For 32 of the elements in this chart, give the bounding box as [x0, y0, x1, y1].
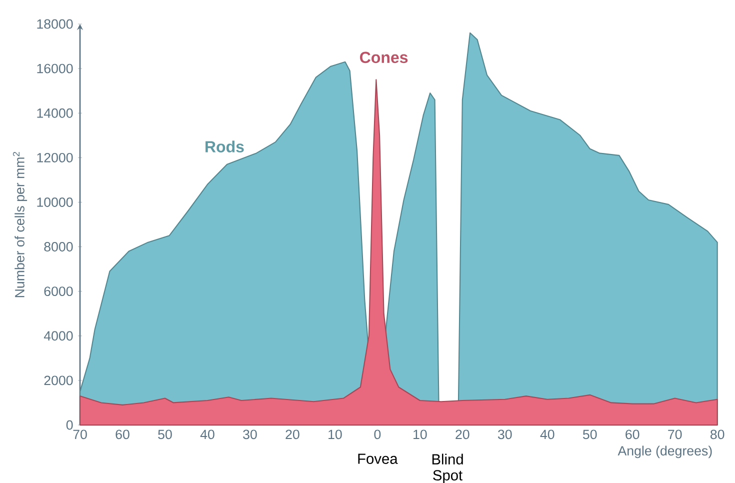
annotation: Fovea [358, 454, 398, 464]
y-tick-label: 14000 [37, 108, 73, 118]
x-tick-label: 80 [710, 430, 724, 440]
x-tick-label: 70 [668, 430, 682, 440]
x-tick-label: 70 [73, 430, 87, 440]
annotation: Blind Spot [432, 454, 463, 483]
x-tick-label: 20 [456, 430, 470, 440]
x-tick-label: 50 [158, 430, 172, 440]
y-tick-label: 16000 [37, 64, 73, 74]
x-tick-label: 10 [414, 430, 427, 440]
x-tick-label: 40 [200, 430, 214, 440]
x-tick-label: 60 [626, 430, 640, 440]
y-tick-label: 18000 [37, 19, 73, 29]
x-tick-label: 30 [243, 430, 257, 440]
x-tick-label: 40 [540, 430, 554, 440]
y-tick-label: 2000 [44, 376, 73, 386]
y-tick-label: 12000 [37, 152, 73, 162]
series-label: Cones [360, 52, 408, 64]
y-axis-title: Number of cells per mm$^{2}$ [12, 152, 28, 298]
x-tick-label: 50 [582, 430, 597, 440]
x-tick-label: 0 [374, 430, 381, 440]
x-tick-label: 20 [286, 430, 300, 440]
x-tick-label: 10 [328, 430, 342, 440]
series-label: Rods [206, 140, 244, 152]
y-tick-label: 10000 [37, 198, 73, 207]
y-tick-label: 4000 [44, 331, 73, 341]
x-tick-label: 30 [498, 430, 512, 440]
x-tick-label: 60 [116, 430, 130, 440]
y-tick-label: 0 [66, 420, 73, 430]
y-tick-label: 8000 [44, 242, 73, 252]
x-axis-title: Angle (degrees) [618, 446, 712, 458]
y-tick-label: 6000 [44, 286, 73, 296]
